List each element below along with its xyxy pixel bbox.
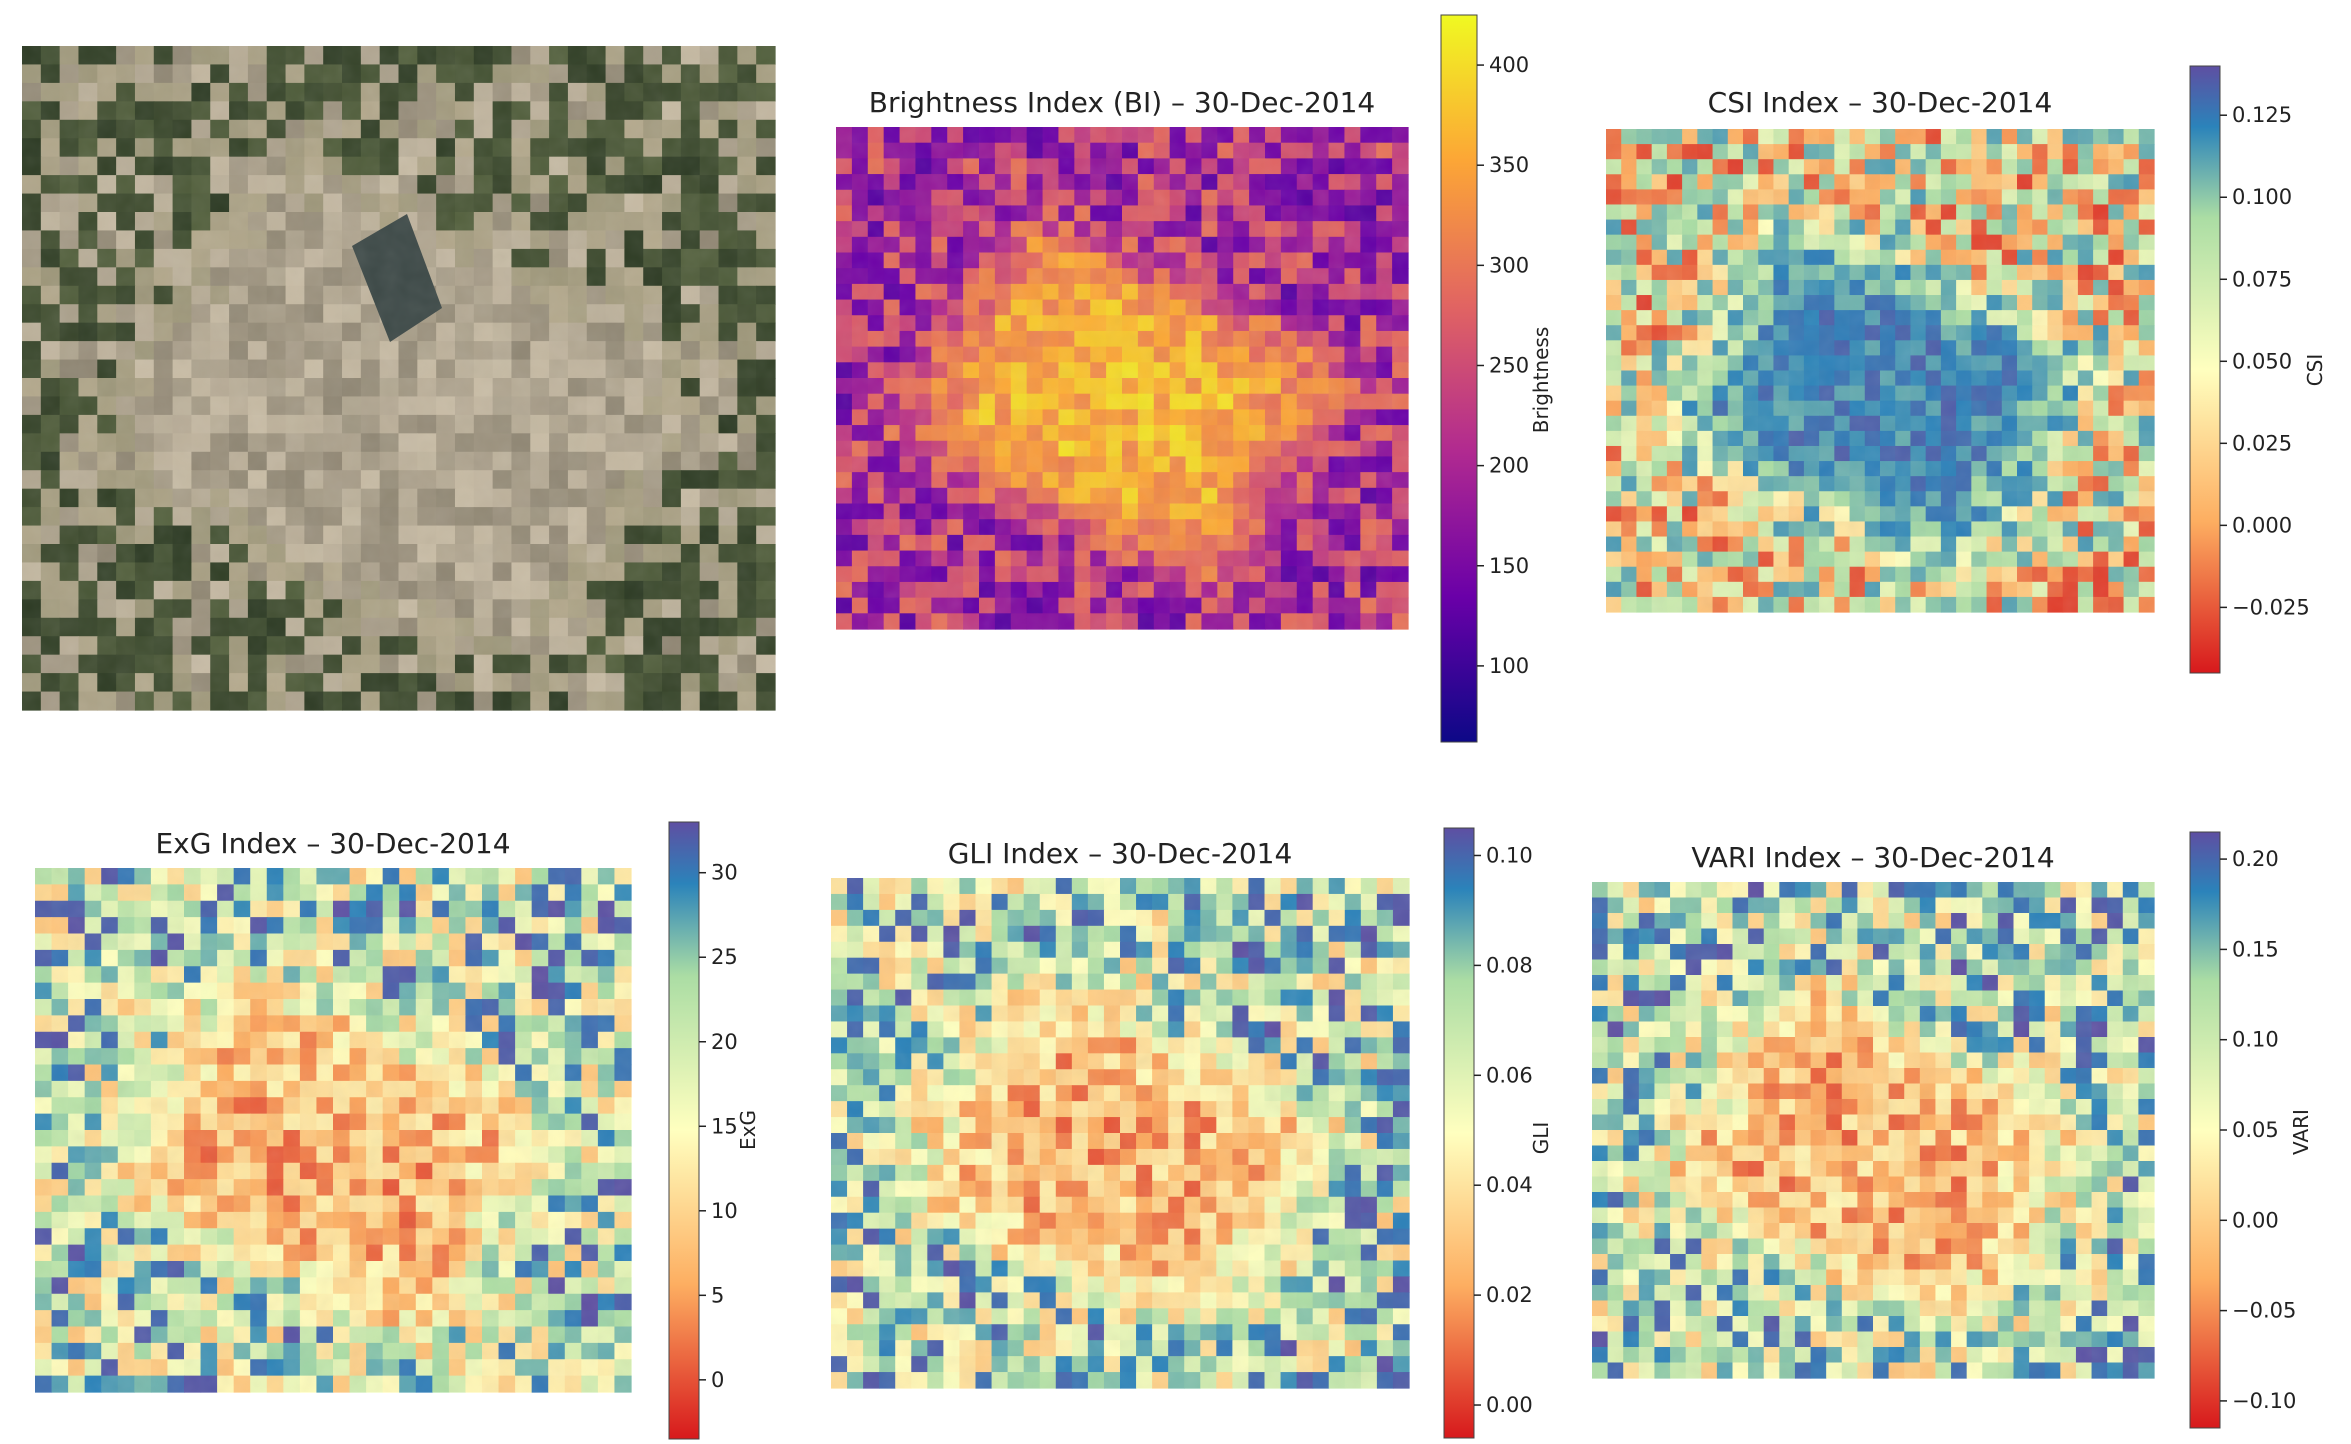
bi-colorbar-tick-label: 400 [1489,53,1529,77]
csi-colorbar-tick-label: 0.100 [2232,185,2292,209]
exg-colorbar-tick-label: 20 [711,1030,738,1054]
csi-title: CSI Index – 30-Dec-2014 [1708,86,2053,119]
bi-colorbar-tick-label: 250 [1489,353,1529,377]
csi-colorbar: −0.025 0.000 0.025 0.050 0.075 0.100 0.125 CSI [2189,65,2327,674]
csi-colorbar-tick-label: 0.000 [2232,513,2292,537]
bi-title: Brightness Index (BI) – 30-Dec-2014 [869,86,1375,119]
exg-title: ExG Index – 30-Dec-2014 [155,827,510,860]
exg-colorbar: 0 5 10 15 20 25 30 ExG [668,821,760,1440]
exg-colorbar-tick-label: 0 [711,1368,724,1392]
csi-colorbar-tick-label: −0.025 [2232,595,2310,619]
exg-colorbar-tick-label: 15 [711,1114,738,1138]
csi-colorbar-tick-label: 0.050 [2232,349,2292,373]
bi-colorbar-gradient [1440,14,1478,743]
bi-heatmap [836,127,1409,630]
exg-texture [35,868,631,1392]
exg-colorbar-tick-label: 25 [711,945,738,969]
bi-texture [836,127,1408,629]
bi-colorbar-tick-label: 300 [1489,253,1529,277]
csi-colorbar-tick-label: 0.025 [2232,431,2292,455]
bi-colorbar-label: Brightness [1529,327,1553,434]
bi-colorbar-tick-label: 350 [1489,153,1529,177]
csi-texture [1606,129,2154,612]
bi-colorbar-tick-label: 150 [1489,554,1529,578]
exg-colorbar-tick-label: 30 [711,861,738,885]
exg-colorbar-gradient [668,821,700,1440]
exg-colorbar-tick-label: 10 [711,1199,738,1223]
csi-colorbar-tick-label: 0.125 [2232,103,2292,127]
rgb-satellite-image [22,46,776,711]
exg-colorbar-label: ExG [736,1110,760,1150]
csi-heatmap [1606,129,2155,613]
gli-heatmap [831,878,1410,1389]
exg-colorbar-tick-label: 5 [711,1283,724,1307]
bi-colorbar-tick-label: 200 [1489,454,1529,478]
csi-colorbar-gradient [2189,65,2221,674]
csi-colorbar-tick-label: 0.075 [2232,267,2292,291]
bi-colorbar: 100 150 200 250 300 350 400 Brightness [1440,14,1553,743]
bi-colorbar-tick-label: 100 [1489,654,1529,678]
exg-heatmap [35,868,632,1393]
csi-colorbar-label: CSI [2303,354,2327,387]
